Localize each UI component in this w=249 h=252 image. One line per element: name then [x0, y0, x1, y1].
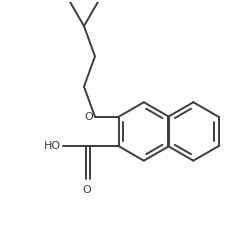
Text: O: O	[84, 112, 93, 122]
Text: HO: HO	[44, 141, 61, 151]
Text: O: O	[82, 185, 91, 195]
